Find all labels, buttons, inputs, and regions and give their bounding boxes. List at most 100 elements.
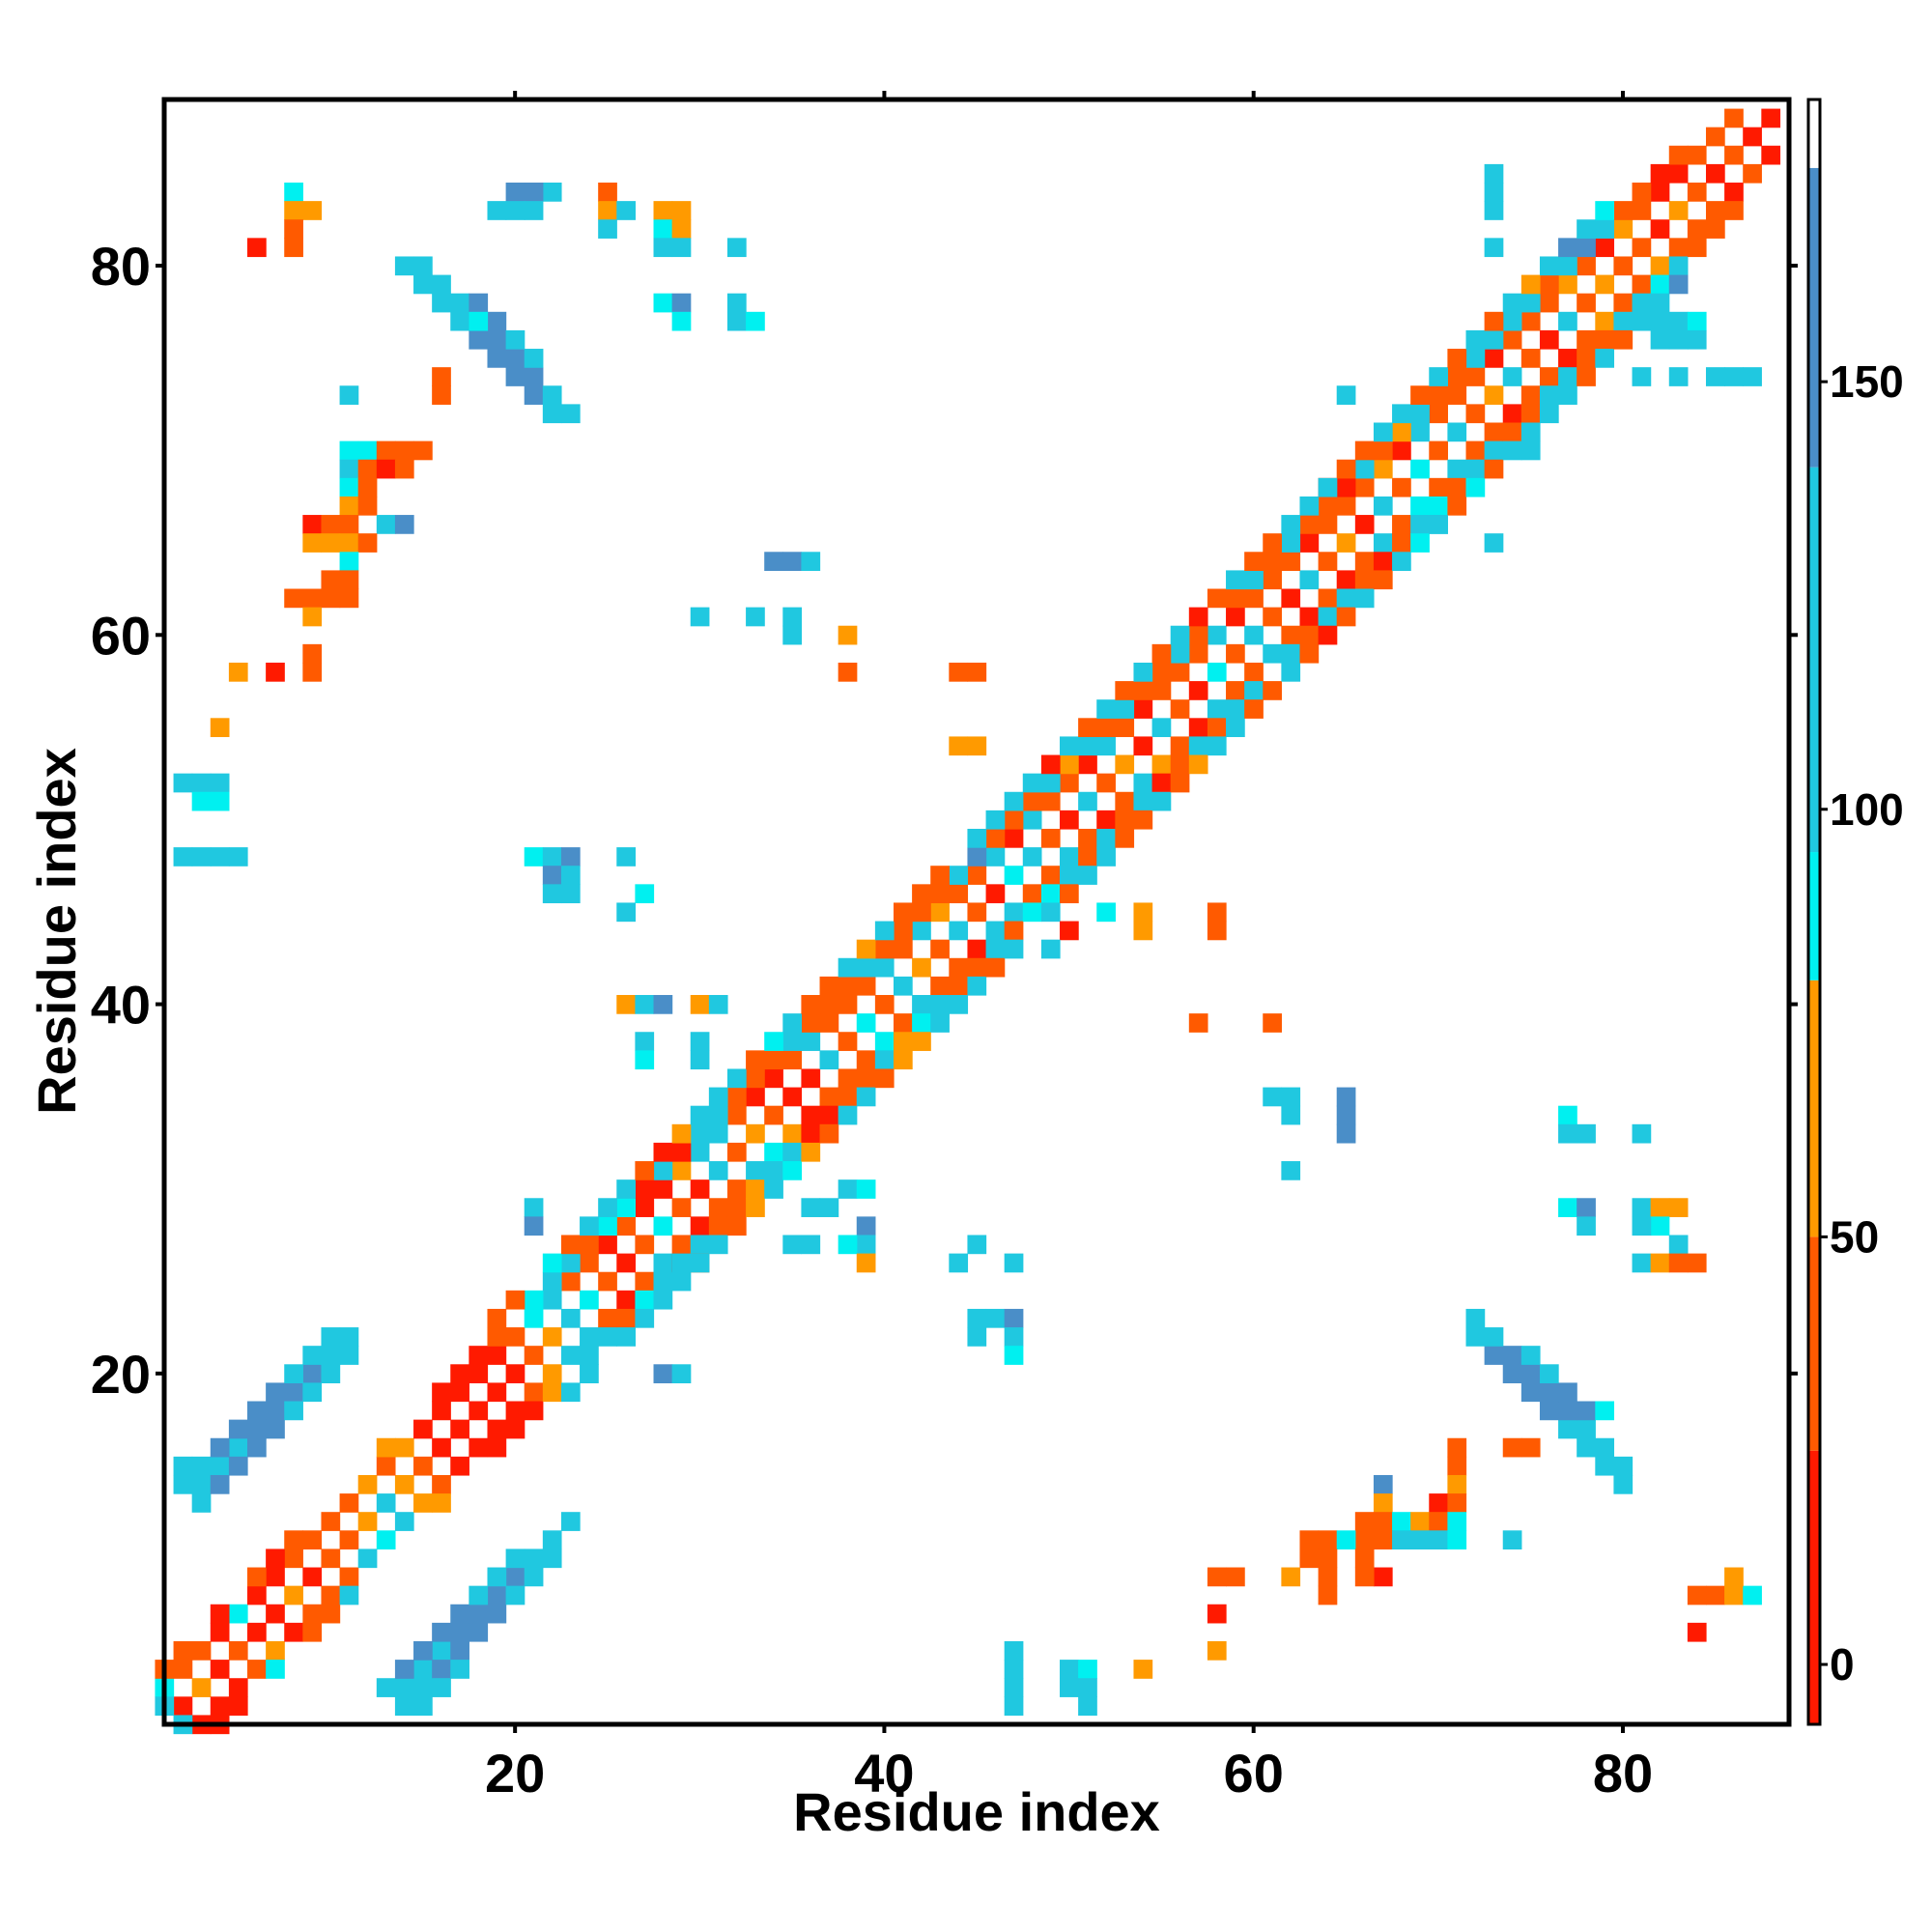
heatmap-cell [1668, 256, 1689, 276]
heatmap-cell [505, 367, 526, 386]
heatmap-cell [967, 866, 987, 885]
heatmap-cell [635, 1308, 655, 1328]
heatmap-cell [542, 1290, 562, 1310]
heatmap-cell [726, 1142, 747, 1162]
heatmap-cell [1668, 1198, 1689, 1217]
heatmap-cell [1429, 367, 1448, 386]
heatmap-cell [819, 1087, 839, 1107]
heatmap-cell [580, 1253, 599, 1273]
heatmap-cell [616, 847, 636, 867]
heatmap-cell [1078, 718, 1097, 738]
heatmap-cell [1040, 754, 1061, 775]
heatmap-cell [228, 1696, 248, 1717]
heatmap-cell [1410, 422, 1430, 442]
heatmap-cell [1133, 699, 1153, 719]
heatmap-cell [228, 1456, 248, 1476]
heatmap-cell [635, 1179, 655, 1199]
heatmap-cell [671, 1235, 692, 1255]
heatmap-cell [1004, 1308, 1024, 1328]
heatmap-cell [1687, 145, 1707, 165]
heatmap-cell [801, 1068, 821, 1089]
heatmap-cell [746, 607, 765, 627]
heatmap-cell [856, 1179, 876, 1199]
heatmap-cell [247, 1437, 267, 1458]
heatmap-cell [1595, 311, 1615, 331]
heatmap-cell [1373, 1512, 1393, 1531]
heatmap-cell [1299, 625, 1320, 645]
heatmap-cell [284, 1530, 303, 1550]
heatmap-cell [1318, 1548, 1338, 1569]
heatmap-cell [487, 311, 507, 331]
heatmap-cell [1650, 163, 1670, 184]
heatmap-cell [801, 1032, 821, 1051]
heatmap-cell [487, 1308, 507, 1328]
heatmap-cell [524, 1290, 544, 1310]
heatmap-cell [1060, 754, 1079, 775]
heatmap-cell [524, 1401, 544, 1421]
heatmap-cell [1650, 219, 1670, 239]
heatmap-cell [228, 1437, 248, 1458]
heatmap-cell [1539, 1364, 1559, 1383]
heatmap-cell [949, 1253, 969, 1273]
heatmap-cell [671, 1271, 692, 1292]
heatmap-cell [1465, 1327, 1486, 1347]
heatmap-cell [708, 1216, 728, 1236]
heatmap-cell [1484, 1346, 1504, 1365]
heatmap-cell [469, 1585, 489, 1605]
heatmap-cell [339, 496, 359, 516]
heatmap-cell [1078, 1696, 1097, 1717]
heatmap-cell [1577, 349, 1596, 368]
heatmap-cell [321, 1346, 341, 1365]
heatmap-cell [228, 1604, 248, 1624]
heatmap-cell [524, 1382, 544, 1403]
heatmap-cell [266, 1660, 285, 1679]
heatmap-cell [598, 219, 617, 239]
heatmap-cell [671, 1142, 692, 1162]
heatmap-cell [1465, 367, 1486, 386]
heatmap-cell [1577, 329, 1596, 350]
heatmap-cell [394, 515, 414, 534]
heatmap-cell [746, 1123, 765, 1144]
heatmap-cell [726, 238, 747, 258]
heatmap-cell [1650, 293, 1670, 313]
heatmap-cell [284, 201, 303, 220]
heatmap-cell [726, 1068, 747, 1089]
heatmap-cell [1151, 754, 1172, 775]
heatmap-cell [949, 736, 969, 756]
heatmap-cell [542, 884, 562, 904]
heatmap-cell [1632, 1216, 1652, 1236]
heatmap-cell [912, 884, 931, 904]
heatmap-cell [1632, 1198, 1652, 1217]
heatmap-cell [1595, 219, 1615, 239]
heatmap-cell [1520, 422, 1541, 442]
heatmap-cell [1743, 127, 1762, 147]
heatmap-cell [302, 1346, 323, 1365]
heatmap-cell [1520, 385, 1541, 405]
heatmap-cell [560, 1382, 581, 1403]
heatmap-cell [1299, 570, 1320, 590]
heatmap-cell [1096, 810, 1116, 830]
heatmap-cell [635, 1271, 655, 1292]
heatmap-cell [339, 1530, 359, 1550]
heatmap-cell [469, 311, 489, 331]
heatmap-cell [210, 773, 230, 793]
heatmap-cell [1133, 1660, 1153, 1679]
heatmap-cell [1354, 552, 1375, 571]
heatmap-cell [1613, 1474, 1634, 1494]
heatmap-cell [505, 1419, 526, 1439]
heatmap-cell [949, 976, 969, 996]
heatmap-cell [1078, 866, 1097, 885]
heatmap-cell [1060, 884, 1079, 904]
heatmap-cell [542, 1382, 562, 1403]
heatmap-cell [321, 588, 341, 609]
heatmap-cell [173, 1696, 193, 1717]
heatmap-cell [1761, 145, 1781, 165]
heatmap-cell [1429, 477, 1448, 497]
heatmap-cell [708, 995, 728, 1014]
heatmap-cell [487, 1604, 507, 1624]
heatmap-cell [1096, 828, 1116, 848]
heatmap-cell [394, 1437, 414, 1458]
heatmap-cell [266, 1604, 285, 1624]
heatmap-cell [1078, 1678, 1097, 1697]
heatmap-cell [357, 1548, 378, 1569]
